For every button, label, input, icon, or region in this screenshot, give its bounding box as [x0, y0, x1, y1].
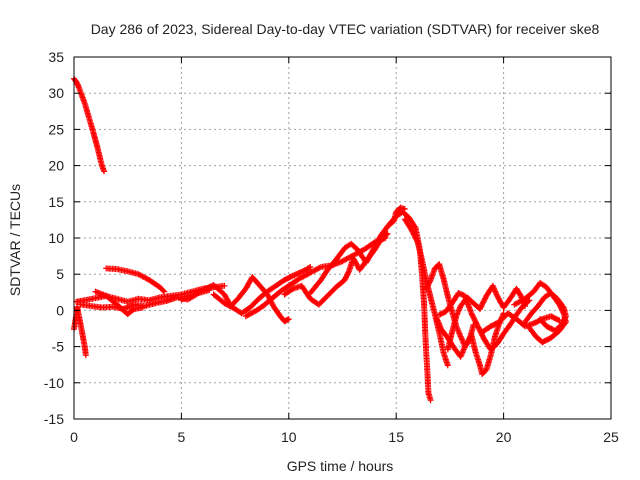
x-tick-label: 25: [603, 429, 619, 445]
y-tick-label: 20: [48, 158, 64, 174]
data-point: [161, 288, 168, 295]
y-tick-label: 5: [56, 266, 64, 282]
data-point: [202, 285, 209, 292]
y-tick-label: 30: [48, 85, 64, 101]
data-point: [316, 264, 323, 271]
data-point: [526, 297, 533, 304]
data-point: [306, 264, 313, 271]
data-point: [384, 230, 391, 237]
data-point: [427, 397, 434, 404]
grid: [73, 56, 612, 420]
axes: 0 5 10 15 20 25 -15 -10 -5 0 5 10 15 20 25 30 35: [44, 49, 619, 445]
series-arc-7: [178, 274, 292, 325]
y-tick-label: 15: [48, 194, 64, 210]
y-axis-label: SDTVAR / TECUs: [7, 184, 23, 296]
data-point: [526, 324, 533, 331]
data-point: [411, 223, 418, 230]
x-tick-label: 10: [281, 429, 297, 445]
x-tick-label: 15: [388, 429, 404, 445]
series-arc-15: [434, 310, 507, 378]
series-arc-18: [479, 310, 563, 336]
data-point: [444, 362, 451, 369]
data-point: [527, 326, 534, 332]
series-arc-5: [103, 265, 168, 295]
x-tick-label: 20: [496, 429, 512, 445]
y-tick-label: -10: [44, 375, 64, 391]
y-tick-label: 10: [48, 230, 64, 246]
x-tick-label: 5: [178, 429, 186, 445]
x-axis-label: GPS time / hours: [287, 458, 394, 474]
data-point: [517, 291, 524, 298]
series-arc-6: [92, 288, 146, 317]
y-tick-label: 0: [56, 302, 64, 318]
series-arc-8: [210, 264, 314, 317]
data-point: [285, 316, 292, 323]
series-arc-9: [242, 235, 389, 320]
data-point: [537, 316, 544, 323]
data-point: [206, 284, 213, 290]
y-tick-label: -5: [52, 339, 65, 355]
data-point: [221, 282, 228, 289]
series-arc-17: [436, 290, 533, 353]
data-point: [160, 287, 167, 294]
data-point: [82, 352, 89, 359]
data-point: [101, 168, 108, 175]
y-tick-label: -15: [44, 411, 64, 427]
data-point: [307, 264, 314, 270]
data-point: [383, 231, 390, 238]
chart-title: Day 286 of 2023, Sidereal Day-to-day VTE…: [91, 21, 600, 37]
data-point: [538, 317, 544, 324]
y-tick-label: 25: [48, 121, 64, 137]
series-arc-1: [71, 75, 108, 175]
data-point: [525, 298, 532, 305]
data-point: [414, 238, 420, 244]
y-tick-label: 35: [48, 49, 64, 65]
data-layer: [71, 75, 569, 404]
series-arc-20: [522, 290, 569, 334]
data-point: [559, 303, 566, 310]
x-tick-label: 0: [70, 429, 78, 445]
data-point: [139, 304, 146, 311]
